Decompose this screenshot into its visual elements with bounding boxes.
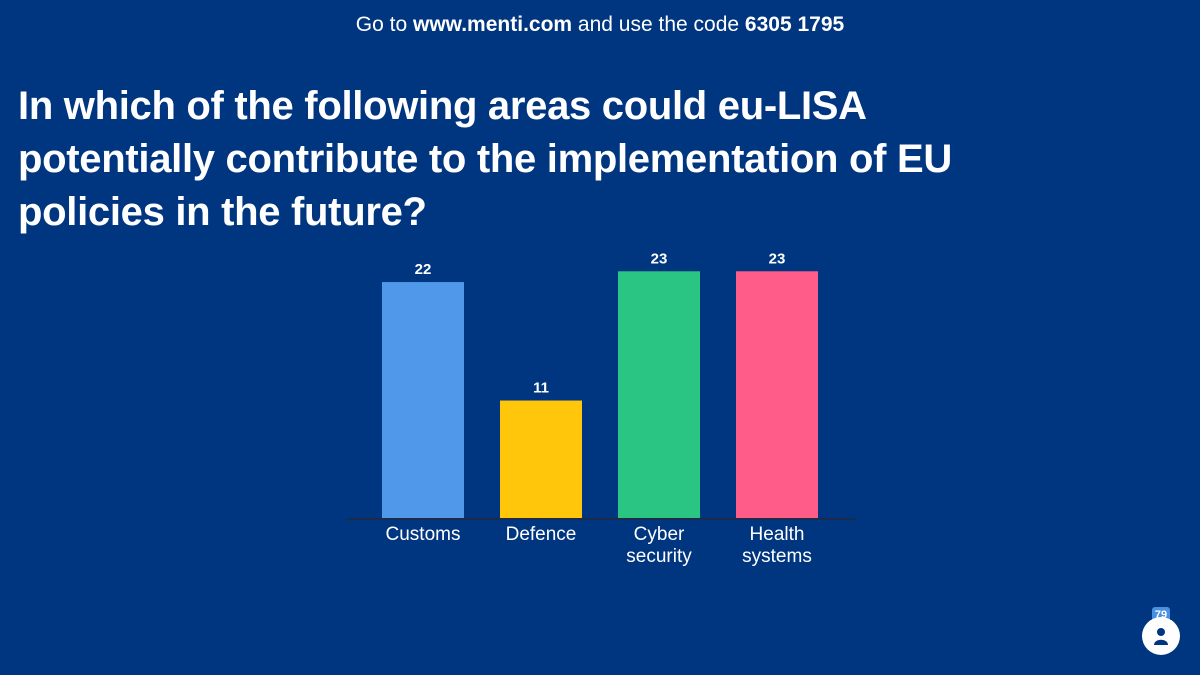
category-label: Cyber security bbox=[626, 524, 692, 567]
category-label: Customs bbox=[386, 524, 461, 545]
join-prefix: Go to bbox=[355, 13, 413, 36]
participant-counter[interactable]: 79 bbox=[1142, 607, 1180, 655]
bar-value-label: 23 bbox=[651, 250, 668, 267]
bar-value-label: 22 bbox=[415, 261, 432, 278]
person-icon bbox=[1142, 617, 1180, 655]
bar bbox=[736, 271, 818, 519]
bar bbox=[618, 271, 700, 519]
question-title: In which of the following areas could eu… bbox=[18, 84, 952, 234]
join-instructions: Go to www.menti.com and use the code 630… bbox=[0, 12, 1200, 38]
category-label: Health systems bbox=[742, 524, 812, 567]
bar bbox=[500, 400, 582, 519]
join-middle: and use the code bbox=[572, 13, 745, 36]
bar-value-label: 23 bbox=[769, 250, 786, 267]
join-code: 6305 1795 bbox=[744, 13, 845, 36]
category-label: Defence bbox=[506, 524, 577, 545]
bar-value-label: 11 bbox=[533, 380, 549, 397]
bar bbox=[382, 282, 464, 519]
join-url[interactable]: www.menti.com bbox=[413, 13, 573, 36]
